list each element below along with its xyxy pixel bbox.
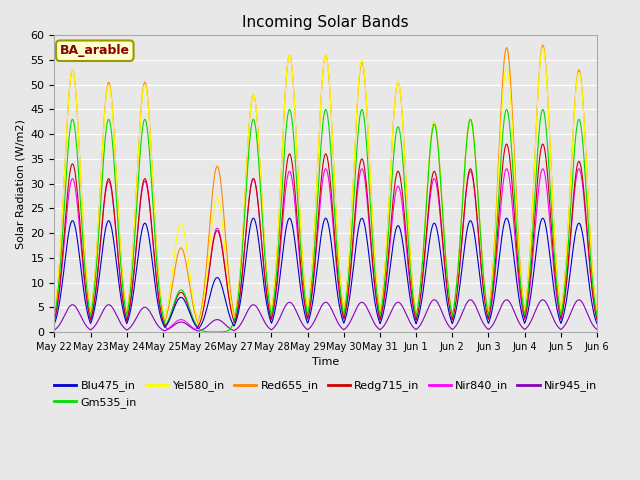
X-axis label: Time: Time bbox=[312, 357, 339, 367]
Y-axis label: Solar Radiation (W/m2): Solar Radiation (W/m2) bbox=[15, 119, 25, 249]
Title: Incoming Solar Bands: Incoming Solar Bands bbox=[243, 15, 409, 30]
Text: BA_arable: BA_arable bbox=[60, 44, 130, 57]
Legend: Blu475_in, Gm535_in, Yel580_in, Red655_in, Redg715_in, Nir840_in, Nir945_in: Blu475_in, Gm535_in, Yel580_in, Red655_i… bbox=[50, 376, 602, 412]
